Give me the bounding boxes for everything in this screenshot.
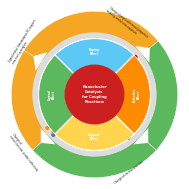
Text: Defective
Effect: Defective Effect (133, 87, 141, 102)
Circle shape (129, 121, 132, 125)
Circle shape (124, 58, 128, 61)
Wedge shape (33, 136, 156, 178)
Circle shape (128, 118, 132, 122)
Circle shape (54, 130, 58, 134)
Circle shape (118, 52, 122, 55)
Text: Nanocluster
Catalysis
for Coupling
Reactions: Nanocluster Catalysis for Coupling React… (82, 85, 107, 104)
Circle shape (123, 126, 126, 129)
Circle shape (127, 57, 130, 60)
Circle shape (48, 119, 53, 124)
Wedge shape (24, 11, 158, 62)
Text: Change of physicochemical properties
stability, metal sites exposure: Change of physicochemical properties sta… (105, 5, 148, 42)
Wedge shape (39, 55, 74, 134)
Wedge shape (55, 39, 134, 74)
Text: Doping
Effect: Doping Effect (89, 48, 100, 56)
Circle shape (52, 64, 56, 69)
Circle shape (125, 125, 128, 129)
Circle shape (54, 72, 56, 74)
Text: Ligand-metal, heteroatoms, NC-support,
core-shell synergism: Ligand-metal, heteroatoms, NC-support, c… (8, 18, 41, 65)
Circle shape (127, 118, 130, 121)
Circle shape (65, 65, 124, 124)
Circle shape (39, 39, 150, 150)
Circle shape (39, 39, 150, 150)
Circle shape (120, 121, 125, 125)
Circle shape (126, 56, 130, 59)
Circle shape (61, 64, 65, 68)
Circle shape (55, 122, 58, 125)
Circle shape (52, 63, 56, 67)
Polygon shape (135, 46, 150, 63)
Circle shape (57, 130, 60, 132)
Circle shape (128, 136, 130, 138)
Circle shape (124, 58, 127, 62)
Circle shape (53, 67, 56, 70)
Circle shape (121, 130, 123, 132)
Circle shape (117, 57, 120, 60)
Circle shape (61, 65, 64, 68)
Circle shape (59, 59, 62, 62)
Circle shape (62, 63, 65, 66)
Wedge shape (115, 55, 150, 134)
Polygon shape (133, 128, 148, 144)
Text: Change of reaction direction: Change of reaction direction (113, 160, 144, 184)
Circle shape (33, 33, 156, 156)
Circle shape (124, 60, 126, 63)
Circle shape (53, 122, 57, 126)
Wedge shape (140, 41, 178, 150)
Circle shape (134, 62, 138, 66)
Circle shape (123, 126, 127, 130)
Circle shape (122, 123, 125, 127)
Circle shape (52, 62, 56, 66)
Text: Ligand
Effect: Ligand Effect (48, 89, 56, 100)
Circle shape (57, 124, 61, 129)
Circle shape (48, 70, 50, 72)
Circle shape (57, 129, 60, 131)
Circle shape (52, 131, 55, 133)
Circle shape (46, 126, 49, 129)
Circle shape (122, 125, 126, 130)
Wedge shape (55, 115, 134, 150)
Circle shape (54, 64, 57, 67)
Circle shape (124, 58, 129, 63)
Circle shape (117, 134, 120, 138)
Circle shape (116, 134, 120, 138)
Circle shape (119, 60, 122, 62)
Circle shape (124, 60, 127, 63)
Wedge shape (11, 50, 49, 150)
Circle shape (119, 128, 121, 130)
Circle shape (119, 127, 122, 130)
Circle shape (127, 136, 130, 139)
Circle shape (52, 133, 55, 136)
Polygon shape (41, 128, 56, 144)
Circle shape (55, 126, 58, 130)
Circle shape (115, 130, 119, 133)
Circle shape (122, 57, 126, 61)
Circle shape (55, 127, 58, 130)
Circle shape (55, 72, 59, 77)
Circle shape (126, 61, 129, 64)
Polygon shape (33, 52, 47, 71)
Text: Change of
conversion rate, product selectivity: Change of conversion rate, product selec… (8, 132, 41, 172)
Circle shape (123, 122, 127, 126)
Text: Support
Effect: Support Effect (88, 133, 101, 141)
Circle shape (133, 55, 137, 59)
